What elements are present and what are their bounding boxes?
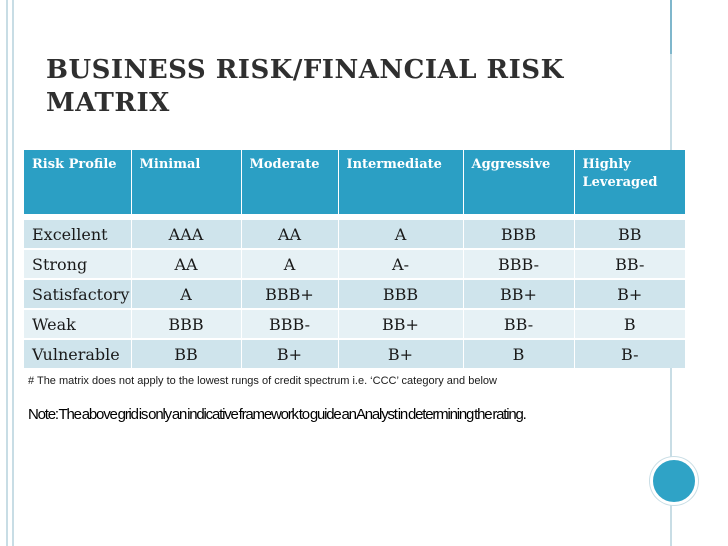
table-cell: AAA bbox=[131, 214, 242, 249]
table-cell: A bbox=[241, 248, 339, 279]
header-intermediate: Intermediate bbox=[338, 150, 464, 217]
table-cell: BB+ bbox=[463, 278, 575, 309]
left-decorative-rail bbox=[0, 0, 8, 546]
table-cell: Vulnerable bbox=[24, 338, 132, 368]
analyst-note: Note: The above grid is only an indicati… bbox=[28, 406, 527, 423]
table-cell: B+ bbox=[241, 338, 339, 368]
table-cell: A bbox=[338, 214, 464, 249]
header-risk-profile: Risk Profile bbox=[24, 150, 132, 217]
table-cell: BBB+ bbox=[241, 278, 339, 309]
header-highly-leveraged: Highly Leveraged bbox=[574, 150, 685, 217]
table-cell: BB bbox=[574, 214, 685, 249]
table-cell: B+ bbox=[338, 338, 464, 368]
table-row: Excellent AAA AA A BBB BB bbox=[24, 214, 685, 249]
header-aggressive: Aggressive bbox=[463, 150, 575, 217]
table-row: Vulnerable BB B+ B+ B B- bbox=[24, 338, 685, 368]
table-cell: BBB bbox=[338, 278, 464, 309]
table-header-row: Risk Profile Minimal Moderate Intermedia… bbox=[24, 150, 685, 217]
table-cell: AA bbox=[131, 248, 242, 279]
risk-matrix-table: Risk Profile Minimal Moderate Intermedia… bbox=[24, 150, 685, 368]
table-cell: BB- bbox=[574, 248, 685, 279]
left-decorative-line bbox=[12, 0, 14, 546]
table-row: Satisfactory A BBB+ BBB BB+ B+ bbox=[24, 278, 685, 309]
table-cell: BB- bbox=[463, 308, 575, 339]
table-cell: AA bbox=[241, 214, 339, 249]
table-cell: B- bbox=[574, 338, 685, 368]
table-row: Strong AA A A- BBB- BB- bbox=[24, 248, 685, 279]
table-cell: BBB- bbox=[463, 248, 575, 279]
table-cell: BB+ bbox=[338, 308, 464, 339]
table-cell: BB bbox=[131, 338, 242, 368]
table-cell: A bbox=[131, 278, 242, 309]
table-cell: Strong bbox=[24, 248, 132, 279]
matrix-footnote: # The matrix does not apply to the lowes… bbox=[28, 375, 497, 387]
header-minimal: Minimal bbox=[131, 150, 242, 217]
table-cell: BBB bbox=[131, 308, 242, 339]
table-cell: B+ bbox=[574, 278, 685, 309]
table-cell: B bbox=[463, 338, 575, 368]
table-cell: B bbox=[574, 308, 685, 339]
table-cell: BBB bbox=[463, 214, 575, 249]
slide-title: BUSINESS RISK/FINANCIAL RISK MATRIX bbox=[46, 55, 564, 118]
table-cell: Excellent bbox=[24, 214, 132, 249]
table-cell: A- bbox=[338, 248, 464, 279]
table-cell: Weak bbox=[24, 308, 132, 339]
table-cell: BBB- bbox=[241, 308, 339, 339]
header-moderate: Moderate bbox=[241, 150, 339, 217]
right-decorative-line-accent bbox=[670, 0, 672, 54]
table-cell: Satisfactory bbox=[24, 278, 132, 309]
decorative-circle bbox=[650, 457, 698, 505]
table-row: Weak BBB BBB- BB+ BB- B bbox=[24, 308, 685, 339]
